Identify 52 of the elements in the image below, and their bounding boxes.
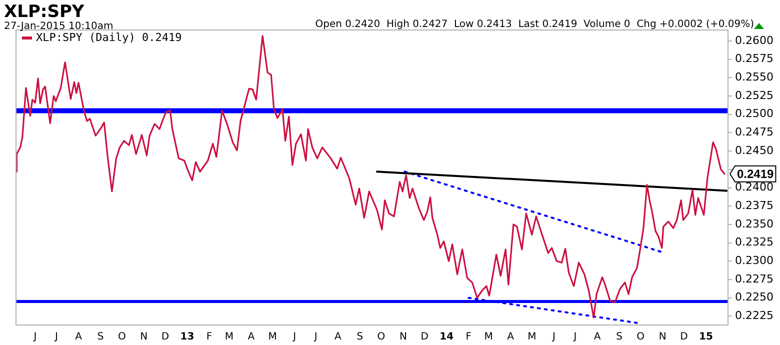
- y-tick-label: 0.2350: [735, 217, 774, 230]
- x-tick-label: J: [32, 332, 37, 343]
- x-tick-label: D: [680, 332, 688, 343]
- y-tick-label: 0.2575: [735, 52, 774, 66]
- y-tick-label: 0.2300: [735, 254, 774, 268]
- x-tick-label: J: [572, 332, 577, 343]
- y-tick-label: 0.2550: [735, 70, 774, 84]
- y-tick-label: 0.2500: [735, 107, 774, 120]
- x-tick-label: F: [466, 332, 472, 343]
- x-tick-label: M: [484, 332, 493, 343]
- x-tick-label: D: [161, 332, 170, 343]
- x-tick-label: F: [206, 332, 212, 343]
- x-tick-label: D: [420, 332, 429, 343]
- x-tick-label: A: [248, 332, 255, 343]
- y-tick-label: 0.2450: [735, 144, 774, 157]
- x-tick-label: M: [268, 332, 277, 343]
- x-tick-label: N: [658, 332, 666, 343]
- x-tick-label: M: [224, 332, 234, 343]
- y-tick-label: 0.2400: [735, 180, 774, 194]
- x-tick-label: 15: [699, 332, 713, 343]
- x-tick-label: J: [292, 332, 296, 343]
- y-tick-label: 0.2250: [735, 290, 774, 304]
- x-tick-label: J: [313, 332, 318, 343]
- annotation: 0.2419: [737, 167, 774, 182]
- annotation: Open 0.2420 High 0.2427 Low 0.2413 Last 0.2419 Volume 0 Chg +0.0002 (+0.09%): [315, 19, 754, 30]
- y-tick-label: 0.2375: [735, 198, 774, 212]
- y-tick-label: 0.2525: [735, 88, 774, 102]
- y-tick-label: 0.2225: [735, 309, 774, 322]
- x-tick-label: J: [54, 332, 58, 343]
- x-tick-label: J: [551, 332, 556, 343]
- x-tick-label: O: [118, 332, 126, 343]
- x-tick-label: A: [334, 332, 342, 343]
- x-tick-label: M: [528, 332, 536, 343]
- y-tick-label: 0.2475: [735, 126, 774, 139]
- legend-label: XLP:SPY (Daily) 0.2419: [36, 30, 182, 44]
- x-tick-label: O: [636, 332, 645, 343]
- x-tick-label: A: [507, 332, 514, 343]
- x-tick-label: A: [75, 332, 82, 343]
- y-tick-label: 0.2600: [735, 34, 774, 47]
- chart-subtitle: 27-Jan-2015 10:10am: [4, 21, 114, 32]
- y-tick-label: 0.2275: [735, 272, 774, 286]
- x-tick-label: S: [616, 332, 622, 343]
- x-tick-label: S: [356, 332, 364, 343]
- x-tick-label: N: [400, 332, 408, 343]
- x-tick-label: N: [140, 332, 148, 343]
- y-tick-label: 0.2325: [735, 236, 774, 249]
- x-tick-label: S: [97, 332, 104, 343]
- x-tick-label: 14: [440, 332, 454, 343]
- x-tick-label: O: [377, 332, 386, 343]
- x-tick-label: 13: [180, 332, 194, 343]
- chart-title: XLP:SPY: [4, 2, 84, 22]
- x-tick-label: A: [594, 332, 601, 343]
